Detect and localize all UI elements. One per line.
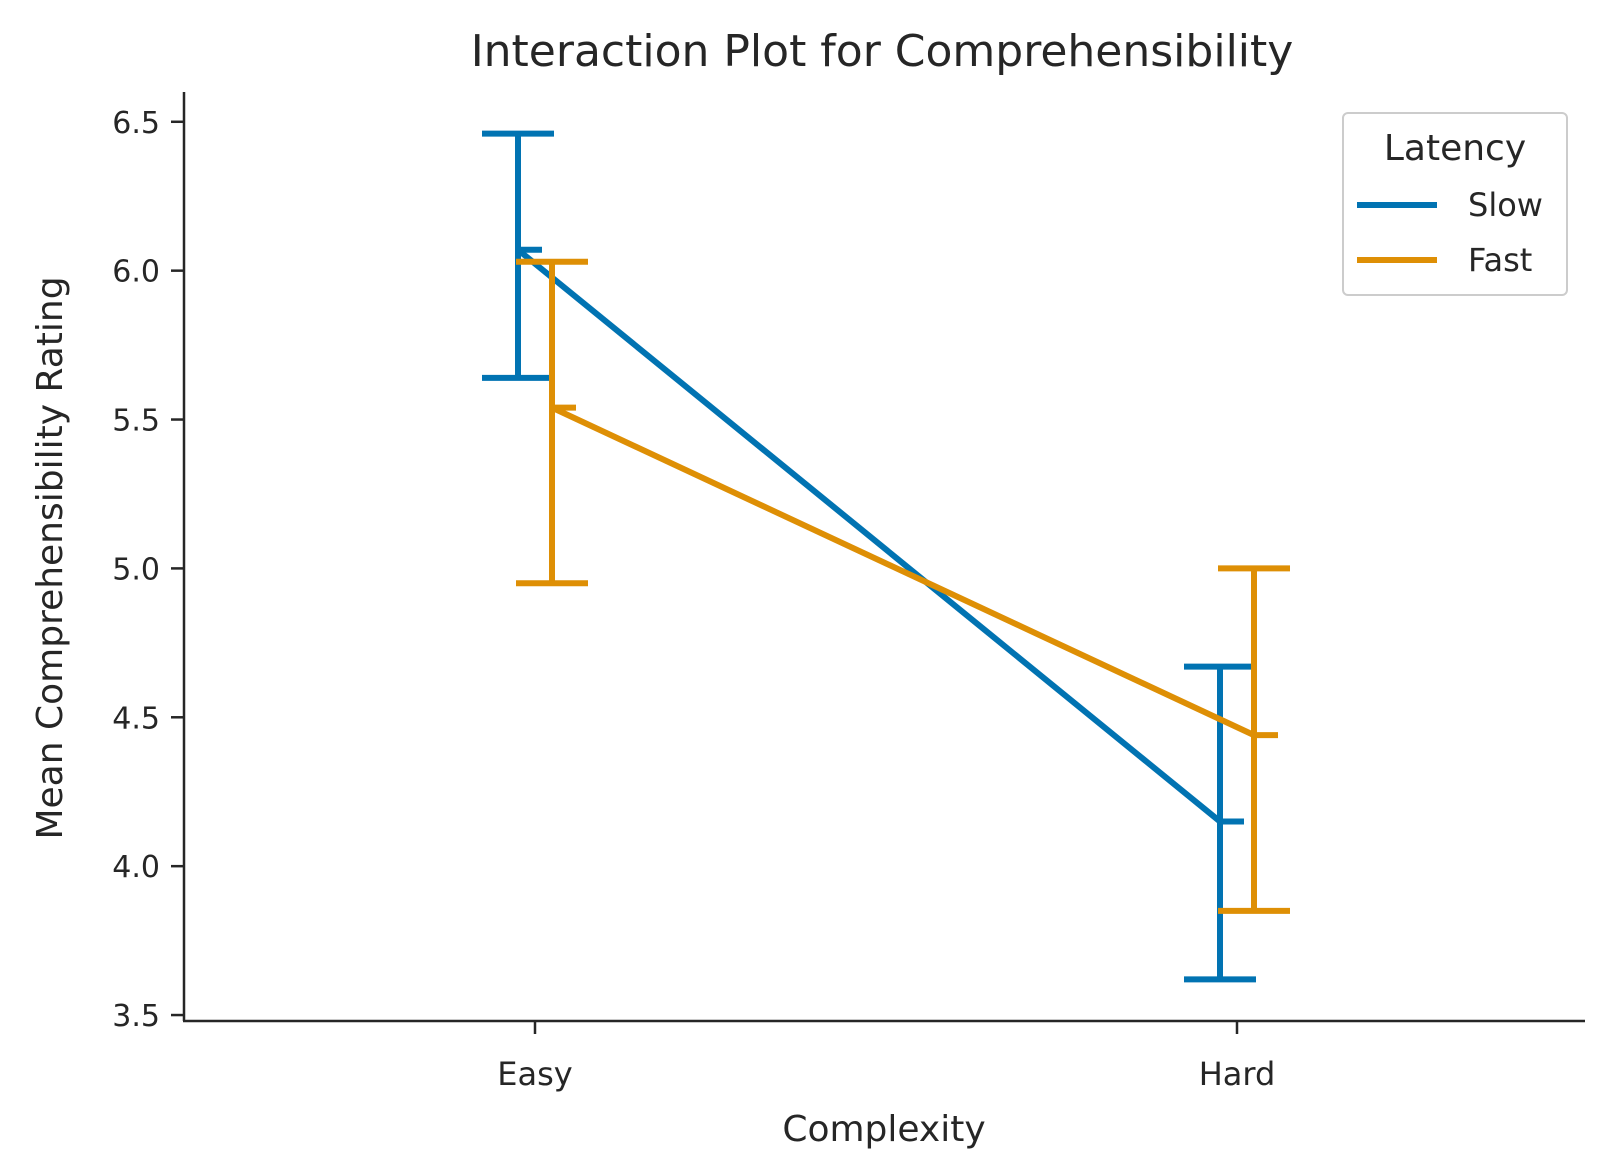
plot-area: [482, 130, 1290, 983]
y-tick-label: 5.0: [112, 552, 160, 587]
legend: Latency Slow Fast: [1342, 112, 1568, 296]
y-tick-label: 4.5: [112, 701, 160, 736]
series-line-fast: [550, 404, 1256, 738]
y-axis-label: Mean Comprehensibility Rating: [30, 276, 71, 839]
legend-title: Latency: [1384, 128, 1526, 169]
y-tick-label: 5.5: [112, 404, 160, 439]
series-line-slow: [516, 247, 1222, 824]
x-tick-label: Easy: [497, 1055, 572, 1093]
x-tick-label: Hard: [1199, 1055, 1276, 1093]
y-tick-label: 6.0: [112, 255, 160, 290]
legend-label-fast: Fast: [1468, 241, 1532, 279]
y-tick-label: 6.5: [112, 106, 160, 141]
legend-box: [1342, 112, 1568, 296]
x-ticks: Easy Hard: [497, 1021, 1275, 1093]
x-axis-label: Complexity: [782, 1109, 985, 1150]
y-tick-label: 4.0: [112, 850, 160, 885]
legend-label-slow: Slow: [1468, 186, 1543, 224]
chart-title: Interaction Plot for Comprehensibility: [471, 26, 1294, 77]
y-tick-label: 3.5: [112, 999, 160, 1034]
y-ticks: 3.5 4.0 4.5 5.0 5.5 6.0 6.5: [112, 106, 184, 1034]
